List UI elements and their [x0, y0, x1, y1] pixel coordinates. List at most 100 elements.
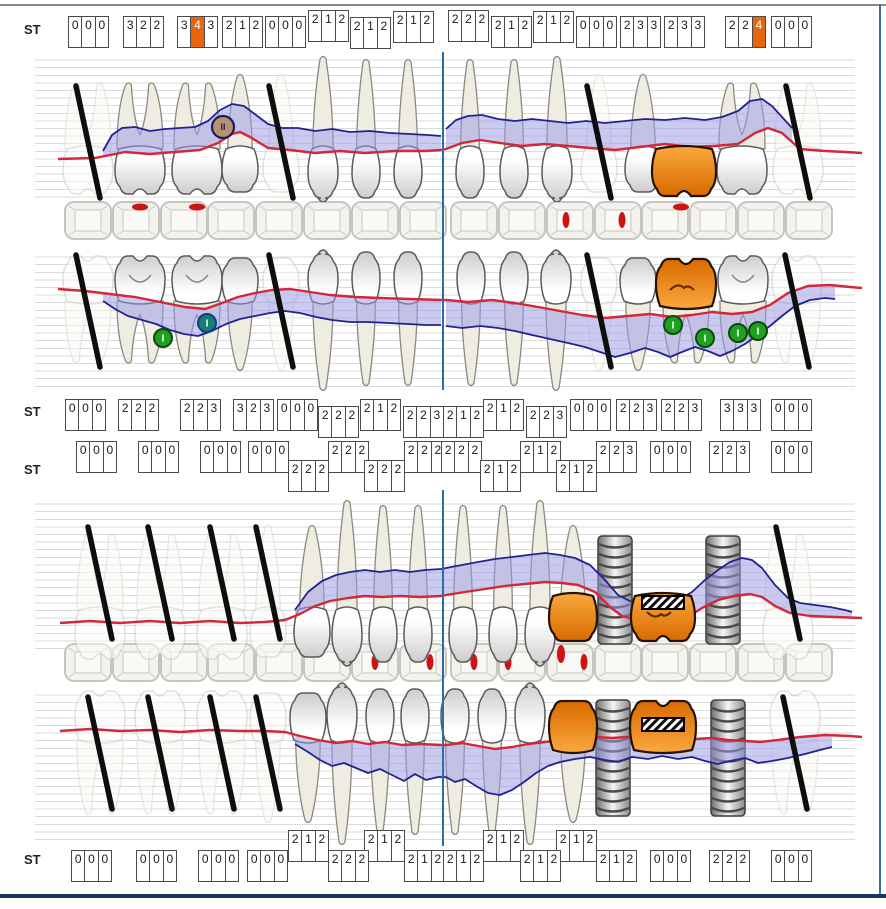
st-cell[interactable]: 2 — [331, 852, 339, 866]
st-cell[interactable]: 2 — [582, 461, 596, 491]
st-cell[interactable]: 2 — [451, 12, 459, 26]
st-cell[interactable]: 0 — [268, 18, 276, 32]
st-cell[interactable]: 1 — [493, 461, 506, 491]
st-cell[interactable]: 3 — [622, 442, 636, 472]
tooth-upper-buccal-5[interactable] — [307, 55, 339, 203]
st-cell[interactable]: 3 — [206, 400, 220, 430]
tooth-upper-buccal-7[interactable] — [393, 58, 423, 199]
st-cell[interactable]: 0 — [141, 443, 149, 457]
st-cell[interactable]: 2 — [311, 12, 319, 26]
furcation-grade2-marker[interactable]: II — [210, 114, 236, 140]
st-cell[interactable]: 2 — [469, 407, 483, 437]
st-cell[interactable]: 2 — [738, 17, 751, 47]
st-cell[interactable]: 0 — [250, 852, 258, 866]
st-cell[interactable]: 3 — [735, 442, 749, 472]
st-cell[interactable]: 0 — [261, 442, 274, 472]
st-cell[interactable]: 3 — [642, 400, 656, 430]
occlusal-icon[interactable] — [255, 201, 303, 240]
st-cell[interactable]: 2 — [559, 12, 573, 42]
st-cell[interactable]: 1 — [417, 851, 430, 881]
st-cell[interactable]: 2 — [193, 400, 206, 430]
st-cell[interactable]: 0 — [162, 851, 176, 881]
occlusal-icon[interactable] — [641, 643, 689, 682]
st-cell[interactable]: 2 — [523, 852, 531, 866]
st-cell[interactable]: 0 — [303, 400, 317, 430]
st-cell[interactable]: 0 — [251, 443, 259, 457]
st-cell[interactable]: 1 — [456, 851, 469, 881]
st-cell[interactable]: 2 — [529, 408, 537, 422]
st-cell[interactable]: 0 — [164, 442, 178, 472]
st-cell[interactable]: 0 — [211, 851, 224, 881]
st-cell[interactable]: 0 — [102, 442, 116, 472]
st-cell[interactable]: 0 — [273, 851, 287, 881]
tooth-lower-lingual-2[interactable] — [196, 533, 248, 660]
st-cell[interactable]: 2 — [376, 18, 390, 48]
st-cell[interactable]: 0 — [774, 443, 782, 457]
st-cell[interactable]: 2 — [407, 852, 415, 866]
st-cell[interactable]: 0 — [774, 852, 782, 866]
st-cell[interactable]: 2 — [629, 400, 642, 430]
st-cell[interactable]: 0 — [291, 17, 305, 47]
st-cell[interactable]: 2 — [509, 400, 523, 430]
tooth-lower-buccal-4[interactable] — [289, 692, 327, 824]
st-cell[interactable]: 2 — [486, 832, 494, 846]
occlusal-icon[interactable] — [450, 201, 498, 240]
occlusal-icon[interactable] — [689, 643, 737, 682]
st-cell[interactable]: 2 — [722, 851, 735, 881]
occlusal-icon[interactable] — [64, 201, 112, 240]
crown-lower-buccal-11[interactable] — [547, 699, 599, 755]
st-cell[interactable]: 2 — [599, 443, 607, 457]
st-cell[interactable]: 3 — [646, 17, 660, 47]
st-cell[interactable]: 2 — [609, 442, 622, 472]
st-cell[interactable]: 2 — [314, 831, 328, 861]
st-cell[interactable]: 2 — [667, 18, 675, 32]
st-cell[interactable]: 3 — [690, 17, 704, 47]
st-cell[interactable]: 0 — [89, 442, 102, 472]
st-cell[interactable]: 2 — [446, 408, 454, 422]
st-cell[interactable]: 2 — [363, 401, 371, 415]
st-cell[interactable]: 2 — [622, 851, 636, 881]
st-cell[interactable]: 2 — [623, 18, 631, 32]
st-cell[interactable]: 2 — [728, 18, 736, 32]
st-cell[interactable]: 1 — [373, 400, 386, 430]
st-cell[interactable]: 0 — [784, 851, 797, 881]
st-cell[interactable]: 0 — [774, 401, 782, 415]
st-cell[interactable]: 0 — [278, 17, 291, 47]
st-cell[interactable]: 2 — [377, 461, 390, 491]
tooth-lower-lingual-1[interactable] — [134, 533, 186, 660]
st-cell[interactable]: 2 — [344, 407, 358, 437]
st-cell[interactable]: 2 — [331, 443, 339, 457]
st-cell[interactable]: 4 — [751, 17, 765, 47]
crown-lower-lingual-13[interactable] — [629, 591, 697, 643]
st-cell[interactable]: 0 — [224, 851, 238, 881]
st-cell[interactable]: 3 — [126, 18, 134, 32]
tooth-upper-buccal-6[interactable] — [351, 58, 381, 199]
st-cell[interactable]: 0 — [676, 851, 690, 881]
st-cell[interactable]: 2 — [430, 442, 444, 472]
st-cell[interactable]: 2 — [664, 401, 672, 415]
st-cell[interactable]: 0 — [676, 442, 690, 472]
st-cell[interactable]: 1 — [321, 11, 334, 41]
